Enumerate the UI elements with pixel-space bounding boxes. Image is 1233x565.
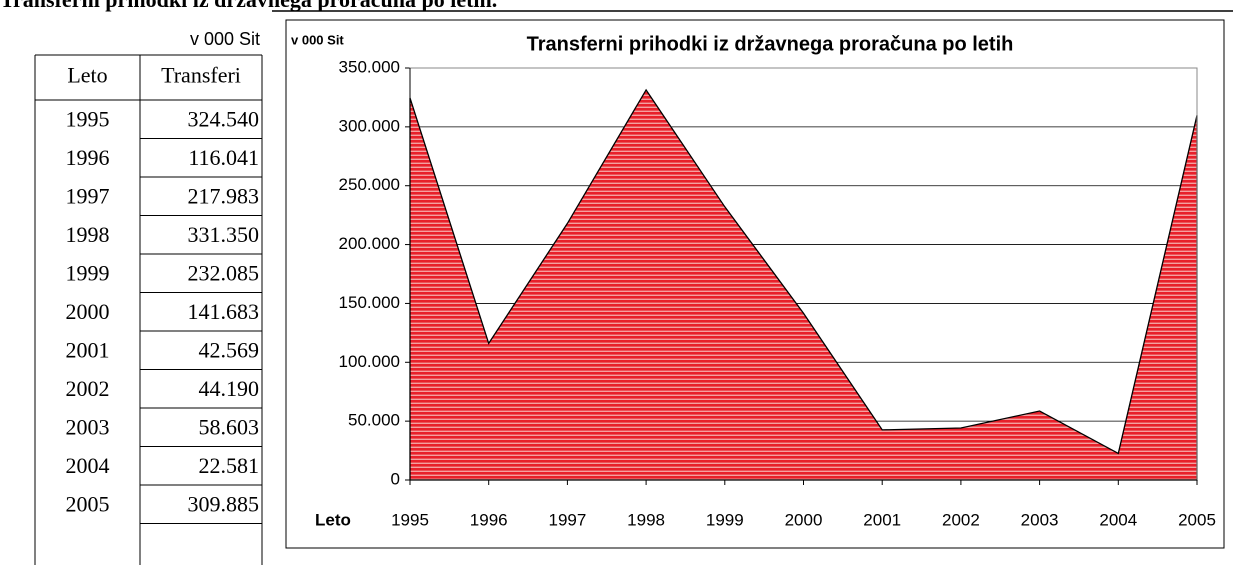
value-cell: 58.603 — [199, 414, 260, 439]
year-cell: 1999 — [66, 260, 110, 285]
value-cell: 116.041 — [188, 145, 259, 170]
value-cell: 217.983 — [188, 183, 260, 208]
y-tick-label: 350.000 — [339, 57, 400, 76]
y-tick-label: 150.000 — [339, 293, 400, 312]
value-cell: 331.350 — [188, 222, 260, 247]
value-cell: 324.540 — [188, 106, 260, 131]
chart: Transferni prihodki iz državnega proraču… — [291, 32, 1216, 529]
chart-title: Transferni prihodki iz državnega proraču… — [527, 33, 1014, 55]
x-tick-label: 1998 — [627, 510, 665, 529]
y-tick-label: 50.000 — [348, 411, 400, 430]
year-cell: 2001 — [66, 337, 110, 362]
y-tick-label: 0 — [391, 469, 400, 488]
table: v 000 Sit Leto Transferi 1995 324.540 1996 116… — [34, 29, 263, 565]
x-tick-label: 1995 — [391, 510, 429, 529]
year-cell: 1998 — [66, 222, 110, 247]
y-tick-label: 100.000 — [339, 352, 400, 371]
x-tick-label: 2003 — [1021, 510, 1059, 529]
year-cell: 2003 — [66, 414, 110, 439]
column-header: Transferi — [161, 63, 241, 88]
value-cell: 141.683 — [188, 299, 260, 324]
y-tick-label: 200.000 — [339, 234, 400, 253]
year-cell: 2000 — [66, 299, 110, 324]
year-cell: 2004 — [66, 453, 110, 478]
year-cell: 1995 — [66, 106, 110, 131]
value-cell: 22.581 — [199, 453, 260, 478]
year-cell: 2005 — [66, 491, 110, 516]
x-tick-label: 1999 — [706, 510, 744, 529]
x-tick-label: 2004 — [1099, 510, 1137, 529]
value-cell: 309.885 — [188, 491, 260, 516]
year-cell: 1996 — [66, 145, 110, 170]
year-cell: 2002 — [66, 376, 110, 401]
chart-frame — [285, 19, 1225, 549]
year-cell: 1997 — [66, 183, 110, 208]
area — [409, 88, 1198, 481]
x-tick-label: 2000 — [785, 510, 823, 529]
y-tick-label: 300.000 — [339, 116, 400, 135]
x-axis-label: Leto — [315, 510, 351, 529]
y-axis-label: v 000 Sit — [291, 32, 344, 47]
x-tick-label: 2005 — [1178, 510, 1216, 529]
column-header: Leto — [67, 63, 107, 88]
x-tick-label: 1996 — [470, 510, 508, 529]
x-tick-label: 2001 — [863, 510, 901, 529]
x-tick-label: 2002 — [942, 510, 980, 529]
y-tick-label: 250.000 — [339, 175, 400, 194]
page-title: Transferni prihodki iz državnega proraču… — [0, 0, 497, 12]
table-unit: v 000 Sit — [190, 29, 260, 49]
value-cell: 44.190 — [199, 376, 260, 401]
x-tick-label: 1997 — [548, 510, 586, 529]
value-cell: 232.085 — [188, 260, 260, 285]
value-cell: 42.569 — [199, 337, 260, 362]
